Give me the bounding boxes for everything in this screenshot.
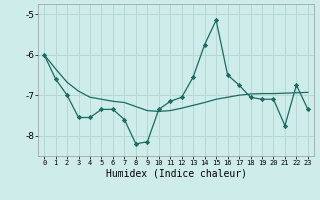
X-axis label: Humidex (Indice chaleur): Humidex (Indice chaleur)	[106, 169, 246, 179]
